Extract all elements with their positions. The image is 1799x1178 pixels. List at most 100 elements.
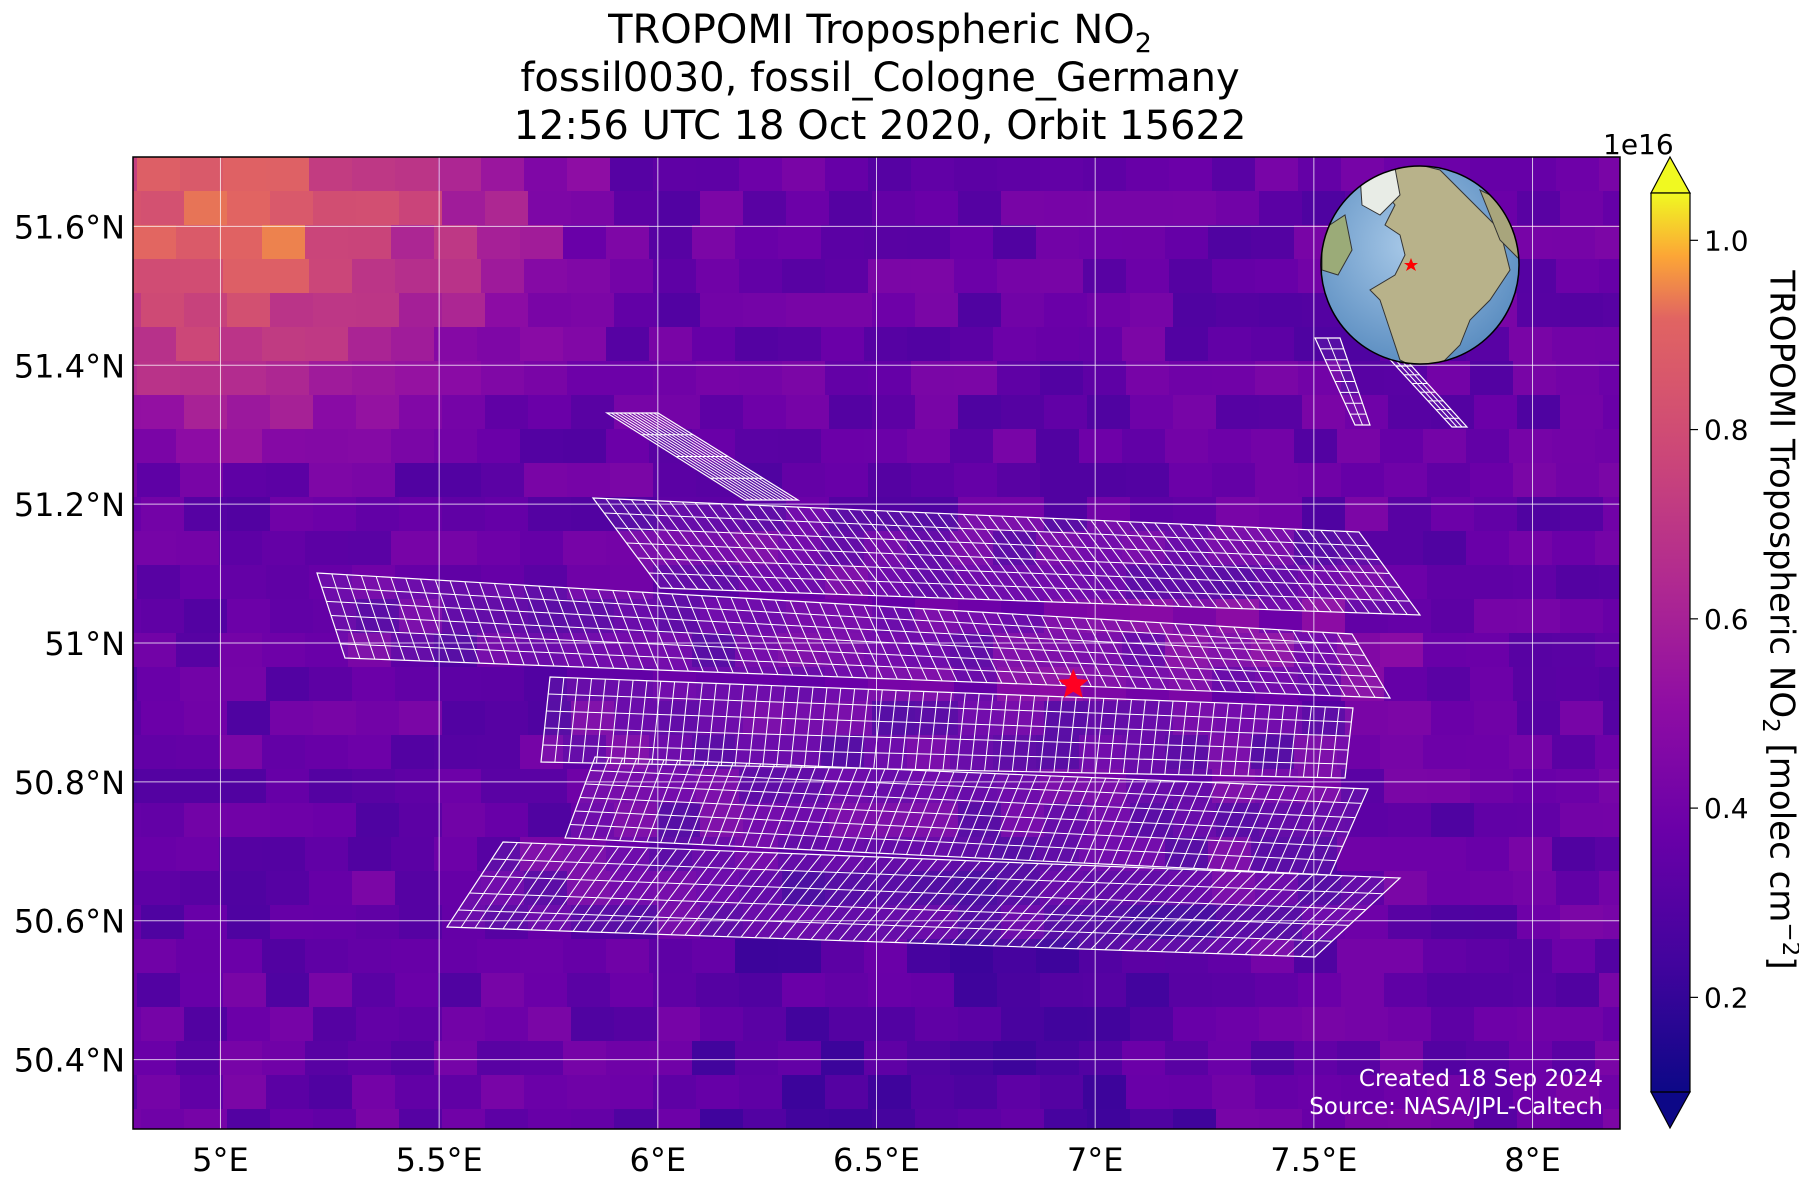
no2-pixel — [1173, 293, 1217, 328]
no2-pixel — [137, 565, 181, 600]
no2-pixel — [1212, 157, 1256, 192]
map-frame — [132, 156, 1621, 1130]
no2-pixel — [348, 327, 392, 362]
no2-pixel — [141, 1007, 185, 1042]
no2-pixel — [399, 293, 443, 328]
no2-pixel — [610, 973, 654, 1008]
no2-pixel — [739, 1075, 783, 1110]
no2-pixel — [1044, 191, 1088, 226]
no2-pixel — [524, 871, 568, 906]
no2-pixel — [520, 1041, 564, 1076]
no2-pixel — [692, 1143, 736, 1178]
no2-pixel — [1513, 157, 1557, 192]
no2-pixel — [141, 497, 185, 532]
no2-pixel — [907, 225, 951, 260]
no2-pixel — [313, 293, 357, 328]
no2-pixel — [481, 973, 525, 1008]
no2-pixel — [1040, 259, 1084, 294]
no2-pixel — [1470, 871, 1514, 906]
no2-pixel — [610, 463, 654, 498]
map-gridlines — [133, 157, 1620, 1129]
no2-pixel — [1040, 1075, 1084, 1110]
no2-pixel — [1466, 837, 1510, 872]
no2-pixel — [1173, 599, 1217, 634]
no2-pixel — [1302, 803, 1346, 838]
no2-pixel — [696, 871, 740, 906]
no2-pixel — [1345, 803, 1389, 838]
no2-pixel — [1212, 463, 1256, 498]
no2-pixel — [133, 837, 134, 872]
no2-pixel — [1216, 293, 1260, 328]
no2-pixel — [137, 463, 181, 498]
no2-pixel — [270, 1007, 314, 1042]
no2-pixel — [176, 735, 220, 770]
no2-pixel — [141, 599, 185, 634]
no2-pixel — [485, 1007, 529, 1042]
no2-pixel — [1603, 497, 1620, 532]
no2-pixel — [223, 1075, 267, 1110]
no2-pixel — [528, 701, 572, 736]
no2-pixel — [1255, 1075, 1299, 1110]
no2-pixel — [1036, 837, 1080, 872]
no2-pixel — [1040, 157, 1084, 192]
no2-pixel — [184, 701, 228, 736]
no2-pixel — [266, 973, 310, 1008]
no2-pixel — [1509, 157, 1553, 158]
no2-pixel — [907, 429, 951, 464]
no2-pixel — [266, 667, 310, 702]
no2-pixel — [180, 259, 224, 294]
no2-pixel — [395, 361, 439, 396]
no2-pixel — [1122, 1041, 1166, 1076]
footprint-grid-2 — [591, 497, 1422, 616]
no2-pixel — [524, 973, 568, 1008]
no2-pixel — [825, 769, 869, 804]
no2-pixel — [872, 293, 916, 328]
no2-pixel — [825, 259, 869, 294]
no2-pixel — [1380, 1041, 1424, 1076]
no2-pixel — [180, 667, 224, 702]
no2-pixel — [911, 259, 955, 294]
no2-pixel — [735, 157, 779, 158]
no2-pixel — [1255, 157, 1299, 192]
no2-pixel — [348, 939, 392, 974]
no2-pixel — [786, 1109, 830, 1129]
no2-pixel — [399, 599, 443, 634]
no2-pixel — [1294, 157, 1338, 158]
no2-pixel — [1599, 565, 1620, 600]
no2-pixel — [1599, 667, 1620, 702]
no2-pixel — [305, 1143, 349, 1178]
no2-pixel — [1255, 463, 1299, 498]
no2-pixel — [528, 395, 572, 430]
no2-pixel — [1474, 1007, 1518, 1042]
no2-pixel — [1044, 905, 1088, 940]
no2-pixel — [352, 871, 396, 906]
no2-pixel — [133, 939, 134, 974]
no2-pixel — [1126, 157, 1170, 192]
no2-pixel — [958, 293, 1002, 328]
chart-title-line2: fossil0030, fossil_Cologne_Germany — [520, 55, 1240, 101]
no2-pixel — [1341, 973, 1385, 1008]
no2-pixel — [270, 191, 314, 226]
no2-pixel — [700, 395, 744, 430]
no2-pixel — [227, 599, 271, 634]
no2-pixel — [219, 1041, 263, 1076]
no2-pixel — [1556, 259, 1600, 294]
no2-pixel — [1388, 1109, 1432, 1129]
no2-pixel — [356, 1007, 400, 1042]
no2-pixel — [1556, 361, 1600, 396]
colorbar-frame — [1650, 192, 1691, 1093]
colorbar-tick-label: 0.8 — [1704, 414, 1749, 447]
no2-pixel — [227, 905, 271, 940]
no2-pixel — [907, 327, 951, 362]
no2-pixel — [700, 599, 744, 634]
no2-pixel — [305, 327, 349, 362]
no2-pixel — [219, 225, 263, 260]
no2-pixel — [180, 157, 224, 192]
no2-pixel — [133, 701, 142, 736]
no2-pixel — [1388, 395, 1432, 430]
no2-pixel — [1556, 1075, 1600, 1110]
no2-pixel — [1251, 157, 1295, 158]
no2-pixel — [180, 769, 224, 804]
no2-pixel — [1122, 429, 1166, 464]
no2-pixel — [399, 1109, 443, 1129]
